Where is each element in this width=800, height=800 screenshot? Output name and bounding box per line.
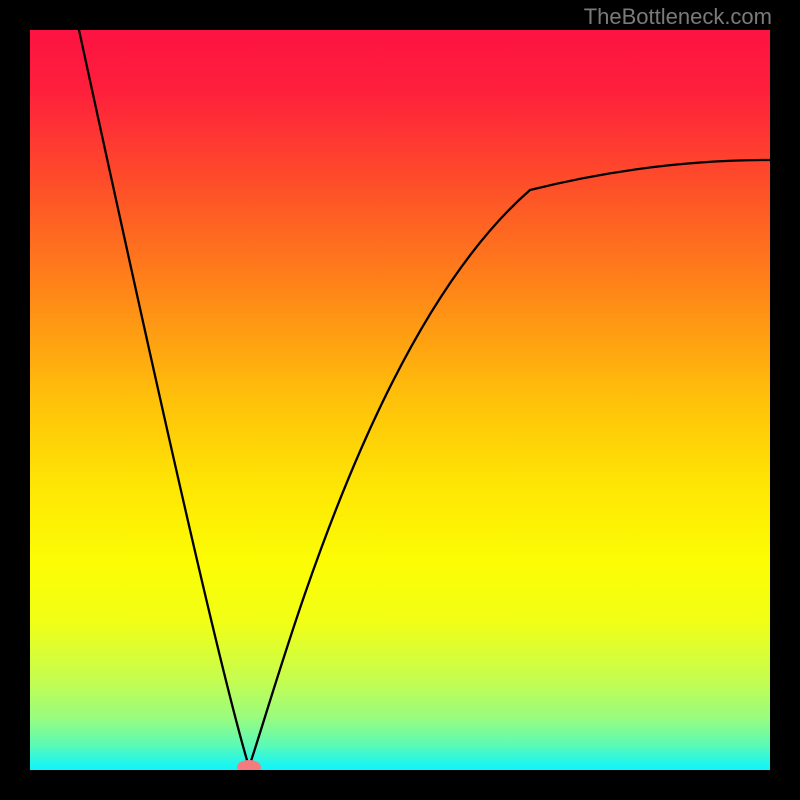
watermark-text: TheBottleneck.com [584, 4, 772, 30]
plot-area [30, 30, 770, 770]
curve-path [79, 30, 770, 767]
chart-outer-frame: TheBottleneck.com [0, 0, 800, 800]
bottleneck-curve [30, 30, 770, 770]
optimal-marker [237, 760, 261, 770]
